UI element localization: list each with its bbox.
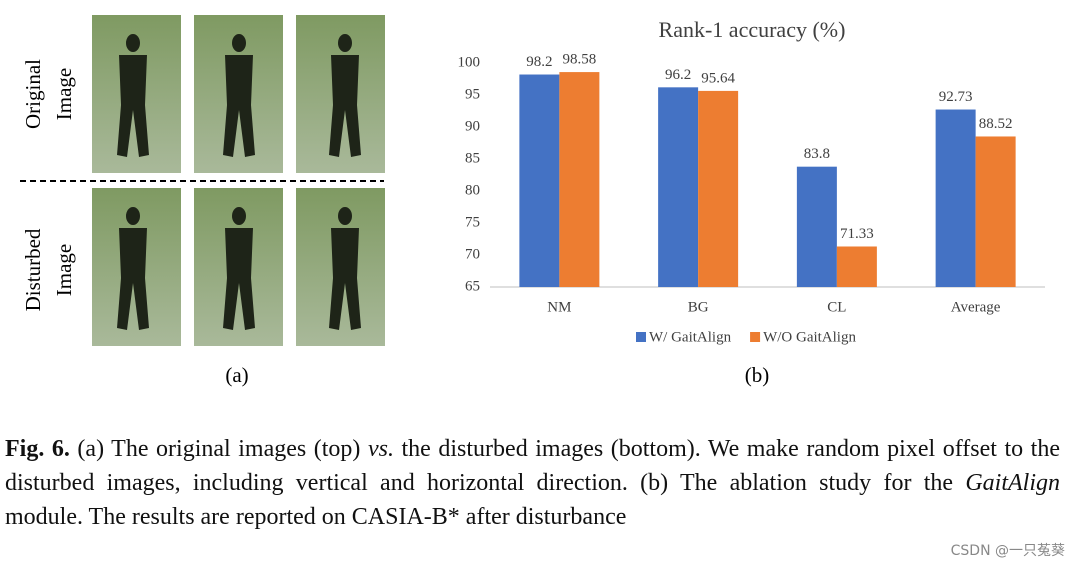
x-tick-label: Average xyxy=(951,299,1001,315)
y-tick-label: 65 xyxy=(465,278,480,294)
caption-text: the disturbed images (bottom). We make r… xyxy=(5,436,1060,496)
bar xyxy=(836,246,877,287)
row-label: Disturbed xyxy=(21,228,45,311)
x-tick-label: BG xyxy=(688,299,709,315)
caption-text: module. The results are reported on CASI… xyxy=(5,504,627,530)
person-body xyxy=(117,228,149,330)
caption-text: (a) The original images (top) xyxy=(77,436,361,462)
person-body xyxy=(223,55,255,157)
person-body xyxy=(117,55,149,157)
bar xyxy=(975,136,1016,287)
y-tick-label: 70 xyxy=(465,246,480,262)
y-tick-label: 75 xyxy=(465,214,480,230)
person-head xyxy=(338,34,352,52)
caption-text: vs. xyxy=(367,436,394,462)
value-label: 98.2 xyxy=(526,54,552,70)
bar xyxy=(796,166,837,287)
person-body xyxy=(329,228,361,330)
x-tick-label: CL xyxy=(827,299,846,315)
legend-swatch xyxy=(750,332,761,342)
legend-label: W/O GaitAlign xyxy=(763,329,856,345)
row-label: Image xyxy=(52,68,76,120)
legend-swatch xyxy=(636,332,646,342)
y-tick-label: 90 xyxy=(465,118,480,134)
value-label: 98.58 xyxy=(563,52,597,68)
caption-text: GaitAlign xyxy=(965,470,1061,496)
value-label: 83.8 xyxy=(804,146,830,162)
chart: Rank-1 accuracy (%) 65 70 75 80 85 90 95 100 NM 98… xyxy=(458,17,1045,345)
bar xyxy=(559,72,600,287)
value-label: 92.73 xyxy=(939,89,973,105)
panel-label: (a) xyxy=(225,363,248,387)
y-tick-label: 80 xyxy=(465,182,480,198)
row-label: Image xyxy=(52,244,76,296)
y-tick-label: 95 xyxy=(465,86,480,102)
caption: Fig. 6. (a) The original images (top) vs… xyxy=(5,432,1060,534)
figure: Original Image Disturbed Image (a) (b) R… xyxy=(20,15,1045,387)
y-tick-label: 100 xyxy=(458,54,481,70)
person-head xyxy=(126,207,140,225)
y-tick-label: 85 xyxy=(465,150,480,166)
legend-label: W/ GaitAlign xyxy=(649,329,732,345)
bar xyxy=(698,90,739,288)
bar xyxy=(658,87,699,287)
person-body xyxy=(329,55,361,157)
x-tick-label: NM xyxy=(547,299,571,315)
bar xyxy=(519,74,560,288)
person-head xyxy=(232,207,246,225)
person-head xyxy=(338,207,352,225)
photos xyxy=(92,15,385,346)
value-label: 95.64 xyxy=(701,70,735,86)
bar xyxy=(935,109,976,287)
value-label: 88.52 xyxy=(979,116,1013,132)
person-head xyxy=(126,34,140,52)
value-label: 96.2 xyxy=(665,67,691,83)
row-label: Original xyxy=(21,59,45,129)
caption-label: Fig. 6. xyxy=(5,436,70,462)
value-label: 71.33 xyxy=(840,226,874,242)
chart-title: Rank-1 accuracy (%) xyxy=(659,17,846,42)
person-body xyxy=(223,228,255,330)
watermark: CSDN @一只菟葵 xyxy=(950,543,1065,559)
panel-label: (b) xyxy=(745,363,770,387)
person-head xyxy=(232,34,246,52)
